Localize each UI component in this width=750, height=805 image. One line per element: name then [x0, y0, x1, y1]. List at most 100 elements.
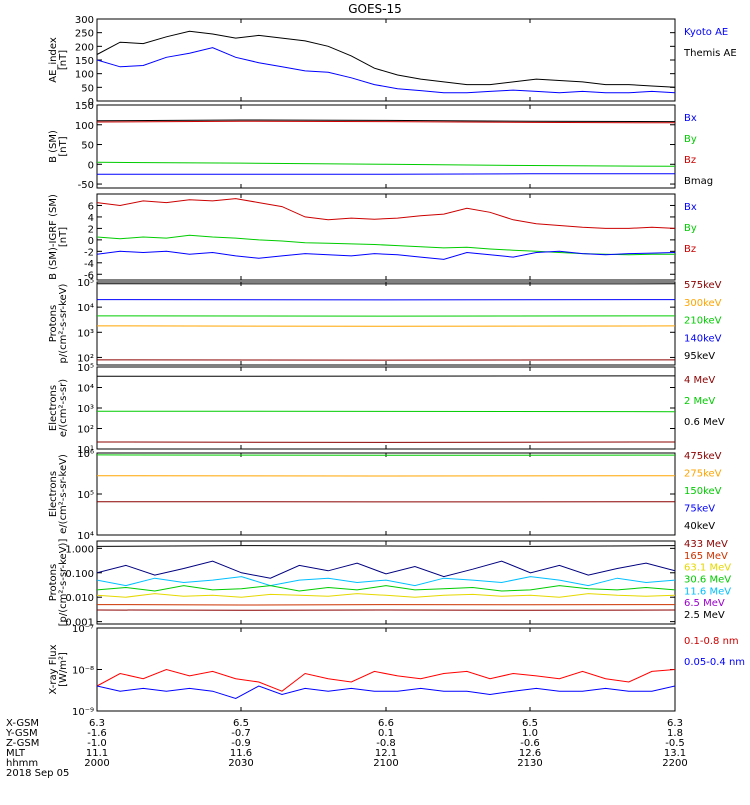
y-tick-label: 10⁻⁹ — [72, 707, 94, 718]
y-axis-label: e/(cm²-s-sr) — [58, 379, 69, 437]
y-tick-label: 10⁵ — [77, 490, 94, 501]
legend-entry: Bx — [684, 113, 697, 124]
x-row-value: 2200 — [662, 758, 687, 769]
legend-entry: By — [684, 223, 697, 234]
legend-entry: Kyoto AE — [684, 27, 728, 38]
y-tick-label: 1.000 — [65, 544, 94, 555]
legend-entry: By — [684, 134, 697, 145]
x-row-value: 2130 — [517, 758, 542, 769]
y-axis-label: [nT] — [58, 50, 69, 70]
y-tick-label: 10⁻⁸ — [72, 666, 94, 677]
y-tick-label: 10² — [77, 425, 94, 436]
series-line-2-5-mev — [97, 546, 675, 547]
series-line-2-mev — [97, 411, 675, 412]
y-tick-label: 10⁻⁷ — [72, 624, 94, 635]
legend-entry: 95keV — [684, 351, 715, 362]
y-tick-label: 250 — [75, 29, 94, 40]
legend-entry: 30.6 MeV — [684, 575, 731, 586]
legend-entry: 210keV — [684, 316, 722, 327]
y-axis-label: e/(cm²-s-sr-keV) — [58, 454, 69, 534]
legend-entry: 165 MeV — [684, 551, 728, 562]
legend-entry: Bx — [684, 202, 697, 213]
series-group — [97, 120, 675, 174]
y-tick-label: 50 — [81, 141, 94, 152]
legend-entry: 0.1-0.8 nm — [684, 636, 739, 647]
y-axis-label: [nT] — [58, 227, 69, 247]
y-tick-label: 150 — [75, 101, 94, 112]
panel-frame — [97, 367, 675, 449]
series-line-themis-ae — [97, 31, 675, 87]
series-line-11-6-mev — [97, 577, 675, 586]
y-tick-label: 10⁴ — [77, 531, 94, 542]
legend-entry: 140keV — [684, 333, 722, 344]
y-tick-label: 10⁴ — [77, 384, 94, 395]
series-group — [97, 376, 675, 443]
series-group — [97, 31, 675, 93]
legend-entry: 275keV — [684, 469, 722, 480]
legend-entry: 0.6 MeV — [684, 417, 725, 428]
y-tick-label: 10⁵ — [77, 278, 94, 289]
y-tick-label: 10³ — [77, 328, 94, 339]
series-line-by — [97, 235, 675, 255]
panel-frame — [97, 19, 675, 101]
y-axis-label: [nT] — [58, 136, 69, 156]
series-line-kyoto-ae — [97, 48, 675, 93]
legend-entry: 6.5 MeV — [684, 598, 725, 609]
y-tick-label: -50 — [78, 180, 94, 191]
series-group — [97, 670, 675, 699]
series-line-30-6-mev — [97, 586, 675, 591]
series-line-bz — [97, 199, 675, 229]
series-group — [97, 284, 675, 360]
series-line-bx — [97, 251, 675, 259]
y-tick-label: 50 — [81, 83, 94, 94]
series-group — [97, 455, 675, 502]
series-group — [97, 199, 675, 260]
panel-frame — [97, 453, 675, 535]
chart-title: GOES-15 — [348, 2, 402, 16]
legend-entry: Bz — [684, 155, 696, 166]
legend-entry: 63.1 MeV — [684, 563, 731, 574]
legend-entry: 2 MeV — [684, 396, 715, 407]
panel-frame — [97, 628, 675, 711]
y-axis-label: [p/(cm²-s-sr-keV)] — [58, 539, 69, 627]
legend-entry: 0.05-0.4 nm — [684, 657, 745, 668]
y-tick-label: 4 — [88, 213, 94, 224]
x-row-value: 2030 — [228, 758, 253, 769]
y-tick-label: 10³ — [77, 404, 94, 415]
x-row-value: 2100 — [373, 758, 398, 769]
panel-frame — [97, 282, 675, 365]
y-tick-label: 200 — [75, 42, 94, 53]
y-axis-label: p/(cm²-s-sr-keV) — [58, 283, 69, 363]
legend-entry: 475keV — [684, 451, 722, 462]
y-tick-label: 0.100 — [65, 569, 94, 580]
y-tick-label: 0.010 — [65, 593, 94, 604]
panel-frame — [97, 194, 675, 280]
panel-protons2: 0.0010.0100.1001.000Protons[p/(cm²-s-sr-… — [48, 539, 731, 629]
legend-entry: Bmag — [684, 176, 713, 187]
y-tick-label: 300 — [75, 15, 94, 26]
y-axis-label: [W/m²] — [58, 652, 69, 687]
legend-entry: Bz — [684, 244, 696, 255]
y-tick-label: -2 — [84, 247, 94, 258]
y-tick-label: 150 — [75, 56, 94, 67]
y-tick-label: 2 — [88, 224, 94, 235]
series-group — [97, 546, 675, 611]
x-row-value: 2000 — [84, 758, 109, 769]
y-tick-label: 0 — [88, 160, 94, 171]
legend-entry: Themis AE — [683, 48, 737, 59]
series-line-0-05-0-4-nm — [97, 686, 675, 699]
legend-entry: 2.5 MeV — [684, 610, 725, 621]
y-tick-label: 100 — [75, 70, 94, 81]
series-line-6-5-mev — [97, 561, 675, 578]
y-tick-label: 100 — [75, 121, 94, 132]
